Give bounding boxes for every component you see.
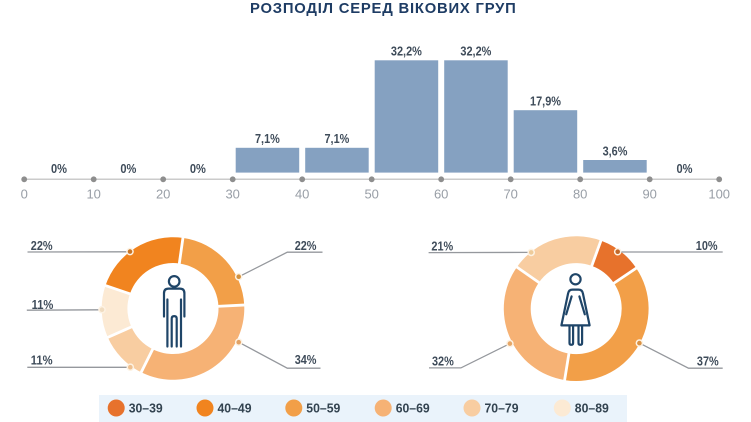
svg-text:20: 20 bbox=[156, 186, 170, 201]
svg-text:30: 30 bbox=[225, 186, 239, 201]
svg-text:30–39: 30–39 bbox=[129, 401, 163, 416]
svg-text:37%: 37% bbox=[697, 354, 719, 369]
svg-text:10: 10 bbox=[86, 186, 100, 201]
svg-text:32%: 32% bbox=[432, 353, 454, 368]
svg-text:34%: 34% bbox=[295, 352, 317, 367]
svg-text:40: 40 bbox=[295, 186, 309, 201]
svg-text:32,2%: 32,2% bbox=[391, 44, 422, 59]
svg-text:32,2%: 32,2% bbox=[460, 44, 491, 59]
svg-text:80: 80 bbox=[573, 186, 587, 201]
svg-text:7,1%: 7,1% bbox=[325, 131, 350, 146]
svg-text:21%: 21% bbox=[431, 238, 453, 253]
svg-text:0%: 0% bbox=[120, 161, 136, 176]
svg-text:11%: 11% bbox=[32, 297, 54, 312]
svg-text:60: 60 bbox=[434, 186, 448, 201]
svg-text:50: 50 bbox=[364, 186, 378, 201]
svg-text:80–89: 80–89 bbox=[575, 401, 609, 416]
svg-text:70–79: 70–79 bbox=[485, 401, 519, 416]
svg-text:7,1%: 7,1% bbox=[255, 131, 280, 146]
svg-text:10%: 10% bbox=[696, 238, 718, 253]
svg-text:50–59: 50–59 bbox=[306, 401, 340, 416]
svg-text:70: 70 bbox=[503, 186, 517, 201]
svg-text:0: 0 bbox=[21, 186, 28, 201]
svg-text:11%: 11% bbox=[31, 352, 53, 367]
svg-text:40–49: 40–49 bbox=[218, 401, 252, 416]
svg-text:90: 90 bbox=[642, 186, 656, 201]
svg-text:3,6%: 3,6% bbox=[603, 143, 628, 158]
svg-text:100: 100 bbox=[708, 186, 730, 201]
svg-text:0%: 0% bbox=[677, 161, 693, 176]
svg-text:РОЗПОДІЛ СЕРЕД ВІКОВИХ ГРУП: РОЗПОДІЛ СЕРЕД ВІКОВИХ ГРУП bbox=[250, 1, 517, 17]
svg-text:22%: 22% bbox=[31, 238, 53, 253]
svg-text:0%: 0% bbox=[190, 161, 206, 176]
svg-text:0%: 0% bbox=[51, 161, 67, 176]
svg-text:22%: 22% bbox=[295, 238, 317, 253]
svg-text:17,9%: 17,9% bbox=[530, 94, 561, 109]
svg-text:60–69: 60–69 bbox=[396, 401, 430, 416]
